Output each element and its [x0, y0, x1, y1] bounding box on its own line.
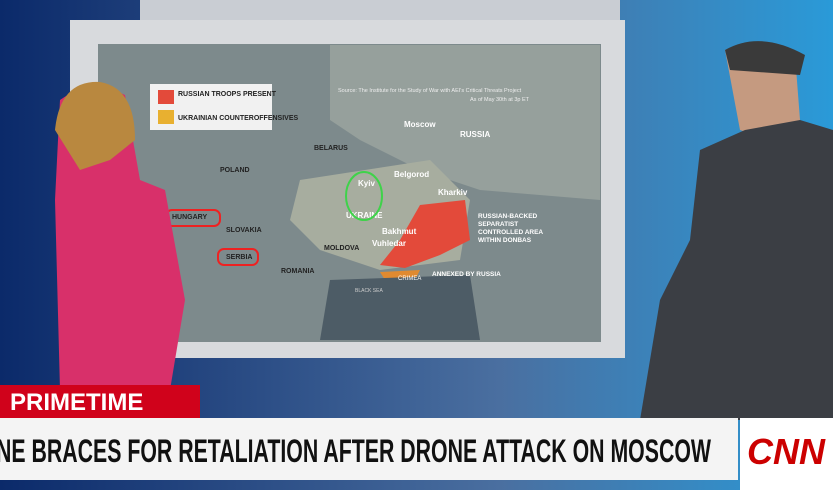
headline-bar	[0, 418, 738, 480]
country-label: POLAND	[220, 167, 250, 174]
city-label: Kyiv	[358, 179, 375, 188]
presenter-hair	[725, 41, 805, 75]
donbas-note: CONTROLLED AREA	[478, 229, 543, 236]
country-label: BELARUS	[314, 145, 348, 152]
city-label: Kharkiv	[438, 188, 468, 197]
russia-region	[330, 45, 600, 200]
black-sea	[320, 275, 480, 340]
kyiv-circle	[345, 171, 383, 221]
country-label: ROMANIA	[281, 268, 314, 275]
country-label: SLOVAKIA	[226, 227, 262, 234]
logo-box	[740, 418, 833, 490]
legend-swatch	[158, 90, 174, 104]
donbas-note: RUSSIAN-BACKED	[478, 213, 538, 220]
sea-label: BLACK SEA	[355, 288, 383, 294]
city-label: Vuhledar	[372, 239, 406, 248]
serbia-mark	[217, 248, 259, 266]
legend-label: RUSSIAN TROOPS PRESENT	[178, 91, 277, 98]
donbas-note: WITHIN DONBAS	[478, 237, 532, 244]
source-note: Source: The Institute for the Study of W…	[338, 88, 522, 94]
donbas-note: SEPARATIST	[478, 221, 518, 228]
occupied-area	[380, 200, 470, 268]
presenter-right	[640, 120, 833, 420]
presenter-hair	[55, 81, 135, 170]
country-label: HUNGARY	[172, 214, 207, 221]
country-label: SERBIA	[226, 254, 252, 261]
legend-swatch	[158, 110, 174, 124]
country-label: MOLDOVA	[324, 245, 359, 252]
country-label: RUSSIA	[460, 130, 490, 139]
city-label: Belgorod	[394, 170, 429, 179]
logo: CNN	[747, 431, 826, 472]
tag: PRIMETIME	[10, 389, 143, 416]
region-label: CRIMEA	[398, 276, 421, 282]
tag-bar	[0, 385, 200, 418]
city-label: Bakhmut	[382, 227, 417, 236]
source-note: As of May 30th at 3p ET	[470, 97, 530, 103]
map-labels: Moscow RUSSIA BELARUS POLAND Belgorod Ky…	[172, 120, 543, 294]
country-label: UKRAINE	[346, 211, 383, 220]
city-label: Moscow	[404, 120, 436, 129]
headline: NE BRACES FOR RETALIATION AFTER DRONE AT…	[0, 433, 712, 469]
annexed-note: ANNEXED BY RUSSIA	[432, 271, 501, 278]
legend-label: UKRAINIAN COUNTEROFFENSIVES	[178, 115, 299, 122]
